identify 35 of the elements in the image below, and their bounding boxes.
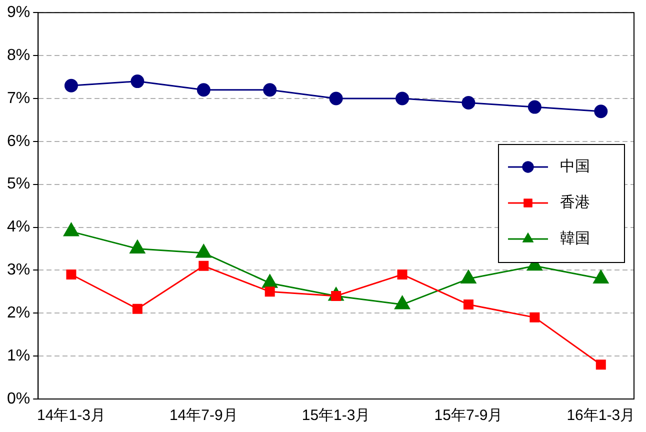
point	[130, 74, 144, 88]
x-tick-label: 14年1-3月	[37, 407, 106, 424]
point	[594, 104, 608, 118]
y-tick-label: 6%	[7, 132, 30, 150]
point	[528, 100, 542, 114]
y-tick-label: 3%	[7, 262, 30, 279]
point	[329, 92, 343, 106]
point	[396, 92, 410, 106]
point	[596, 360, 606, 370]
x-tick-label: 14年7-9月	[169, 407, 238, 424]
point	[198, 260, 209, 271]
point	[196, 83, 210, 97]
y-tick-label: 7%	[7, 90, 30, 107]
y-tick-label: 0%	[7, 390, 30, 408]
x-tick-label: 16年1-3月	[566, 407, 636, 424]
point	[64, 78, 78, 92]
y-tick-label: 1%	[7, 347, 30, 364]
x-tick-label: 15年7-9月	[434, 407, 503, 424]
legend-label: 香港	[560, 194, 590, 212]
y-tick-label: 8%	[7, 46, 30, 64]
point	[132, 304, 142, 314]
point	[264, 286, 275, 297]
y-tick-label: 2%	[7, 304, 30, 322]
y-tick-label: 4%	[7, 218, 30, 236]
legend-label: 韓国	[560, 230, 590, 248]
point	[263, 83, 277, 97]
legend-label: 中国	[560, 158, 590, 176]
point	[66, 270, 76, 280]
point	[462, 96, 476, 110]
y-tick-label: 5%	[7, 176, 30, 193]
point	[463, 300, 474, 310]
point	[397, 270, 408, 280]
point	[530, 312, 540, 322]
y-tick-label: 9%	[7, 4, 30, 22]
x-tick-label: 15年1-3月	[302, 407, 370, 424]
